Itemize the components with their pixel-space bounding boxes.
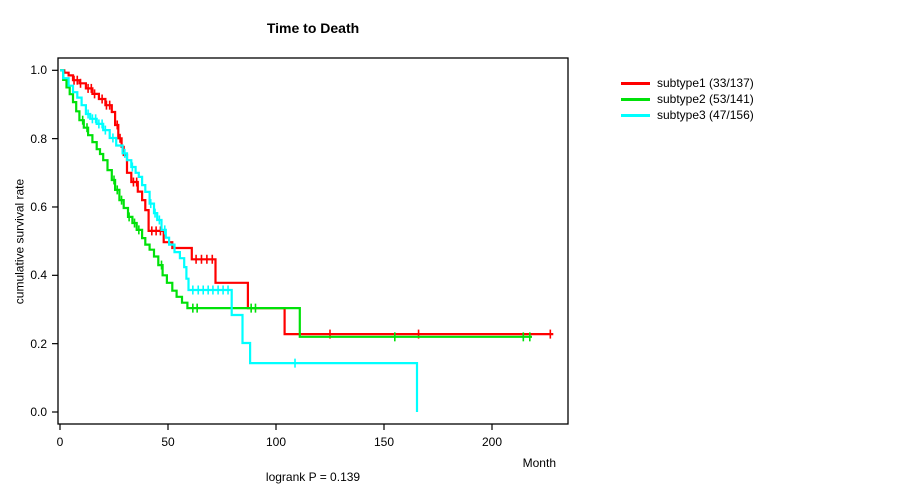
legend: subtype1 (33/137) subtype2 (53/141) subtyp… (621, 75, 754, 123)
legend-item-subtype2: subtype2 (53/141) (621, 91, 754, 107)
y-tick-label: 0.4 (30, 268, 47, 283)
plot-box (57, 57, 569, 425)
legend-label-subtype2: subtype2 (53/141) (657, 92, 754, 106)
x-tick-label: 150 (373, 435, 395, 449)
y-axis-title: cumulative survival rate (12, 178, 27, 305)
x-tick-label: 0 (56, 435, 64, 449)
legend-line-subtype1 (621, 81, 650, 85)
y-tick-label: 0.6 (30, 199, 47, 214)
y-tick-label: 1.0 (30, 63, 47, 78)
chart-title: Time to Death (266, 20, 360, 36)
legend-label-subtype3: subtype3 (47/156) (657, 108, 754, 122)
legend-line-subtype2 (621, 97, 650, 101)
x-axis-title: Month (522, 456, 556, 470)
survival-curve-subtype3 (60, 69, 419, 412)
legend-line-subtype3 (621, 113, 650, 117)
y-tick-label: 0.2 (30, 336, 47, 351)
x-tick-label: 100 (265, 435, 287, 449)
x-tick-label: 50 (161, 435, 175, 449)
legend-label-subtype1: subtype1 (33/137) (657, 76, 754, 90)
legend-item-subtype3: subtype3 (47/156) (621, 107, 754, 123)
survival-curve-subtype1 (60, 69, 554, 336)
x-tick-label: 200 (481, 435, 503, 449)
y-tick-label: 0.8 (30, 131, 47, 146)
y-tick-label: 0.0 (30, 405, 47, 419)
survival-curve-subtype2 (60, 69, 532, 338)
logrank-pvalue-text: logrank P = 0.139 (265, 470, 361, 484)
legend-item-subtype1: subtype1 (33/137) (621, 75, 754, 91)
